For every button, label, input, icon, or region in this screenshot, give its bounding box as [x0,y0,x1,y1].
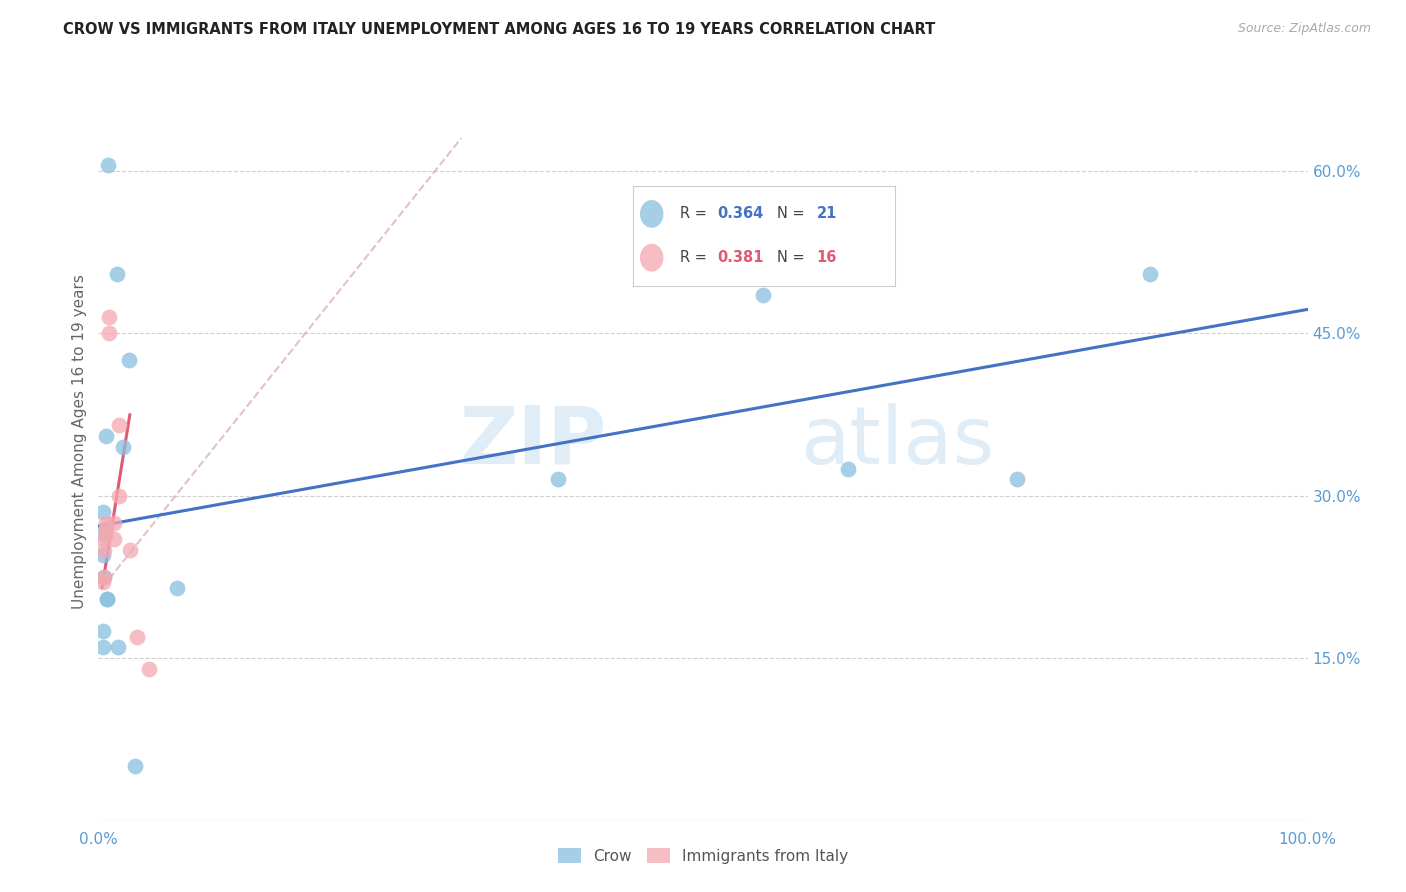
Text: 0.381: 0.381 [717,251,763,265]
Point [1139,267,1161,281]
Point [127,630,149,644]
Point [837,461,859,475]
Legend: Crow, Immigrants from Italy: Crow, Immigrants from Italy [551,842,855,870]
Point [91,505,114,519]
Point [94,521,117,535]
Point [124,759,146,773]
Point [94,516,117,530]
Point [118,353,141,368]
Text: 21: 21 [817,206,837,221]
Point [91,575,114,590]
Point [97,158,120,172]
Point [98,326,121,341]
Point [118,542,141,557]
Point [111,440,134,454]
Point [93,570,115,584]
Point [93,542,115,557]
Text: 16: 16 [817,251,837,265]
Y-axis label: Unemployment Among Ages 16 to 19 years: Unemployment Among Ages 16 to 19 years [72,274,87,609]
Point [98,310,121,324]
Point [94,526,117,541]
Point [91,624,114,639]
Text: N =: N = [778,251,810,265]
Point [96,591,118,606]
Point [105,267,128,281]
Point [91,548,114,563]
Point [94,429,117,443]
Ellipse shape [640,200,664,227]
Point [547,473,569,487]
Text: ZIP: ZIP [458,402,606,481]
Point [93,570,115,584]
Point [138,662,160,676]
Point [93,532,115,546]
Point [108,418,131,433]
Point [103,532,125,546]
Point [108,489,131,503]
Text: atlas: atlas [800,402,994,481]
Point [91,640,114,655]
Text: CROW VS IMMIGRANTS FROM ITALY UNEMPLOYMENT AMONG AGES 16 TO 19 YEARS CORRELATION: CROW VS IMMIGRANTS FROM ITALY UNEMPLOYME… [63,22,935,37]
Point [1007,473,1029,487]
Text: R =: R = [681,251,711,265]
Ellipse shape [640,244,664,272]
Point [107,640,129,655]
Point [752,288,775,302]
Point [96,591,118,606]
Text: N =: N = [778,206,810,221]
Point [91,526,114,541]
Text: 0.364: 0.364 [717,206,763,221]
Text: Source: ZipAtlas.com: Source: ZipAtlas.com [1237,22,1371,36]
Text: R =: R = [681,206,711,221]
Point [103,516,125,530]
Point [166,581,188,595]
